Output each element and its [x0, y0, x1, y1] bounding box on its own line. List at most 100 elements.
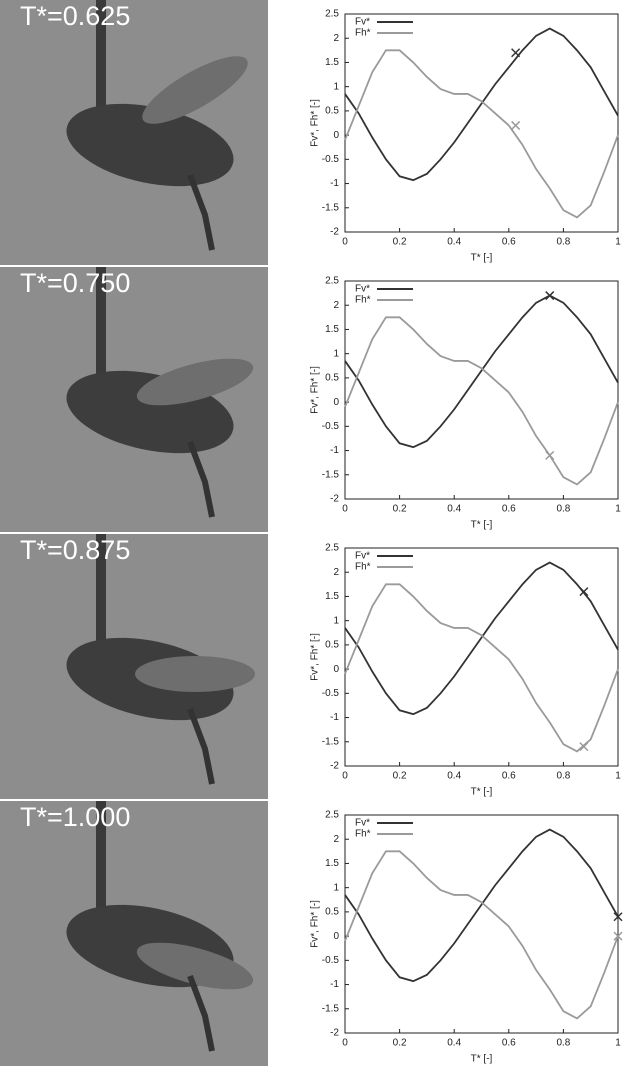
- x-tick-label: 0: [342, 237, 348, 248]
- beetle-wing: [142, 56, 248, 124]
- y-tick-label: 0.5: [325, 373, 339, 384]
- photo-label: T*=1.000: [20, 802, 130, 832]
- beetle-wing: [136, 942, 254, 990]
- y-tick-label: 0.5: [325, 640, 339, 651]
- plot-frame: [344, 547, 619, 767]
- y-tick-label: -1: [330, 712, 339, 723]
- photo-label: T*=0.750: [20, 268, 130, 298]
- time-marker: [579, 587, 589, 597]
- y-tick-label: 2: [333, 33, 339, 44]
- y-tick-label: 0: [333, 397, 339, 408]
- x-tick-label: 1: [615, 771, 621, 782]
- y-tick-label: -2: [330, 494, 339, 505]
- x-axis-label: T* [-]: [471, 1054, 493, 1065]
- y-axis-label: Fv*, Fh* [-]: [310, 900, 321, 948]
- legend-label: Fh*: [355, 295, 371, 306]
- time-marker: [613, 931, 623, 941]
- series-line: [344, 828, 619, 983]
- legend-label: Fv*: [355, 551, 370, 562]
- x-tick-label: 0.4: [447, 771, 461, 782]
- series-line: [344, 850, 619, 1020]
- photo: T*=1.000: [0, 801, 268, 1066]
- y-tick-label: -2: [330, 227, 339, 238]
- plot-frame: [344, 13, 619, 233]
- photo: T*=0.625: [0, 0, 268, 265]
- y-tick-label: 1.5: [325, 57, 339, 68]
- series-line: [344, 49, 619, 219]
- x-tick-label: 0.6: [502, 237, 516, 248]
- y-tick-label: 2: [333, 300, 339, 311]
- series-line: [344, 561, 619, 716]
- series-line: [344, 27, 619, 182]
- y-tick-label: 1.5: [325, 591, 339, 602]
- time-marker: [511, 120, 521, 130]
- y-tick-label: -1: [330, 979, 339, 990]
- beetle-leg: [187, 707, 215, 785]
- y-tick-label: -0.5: [322, 688, 340, 699]
- y-axis-label: Fv*, Fh* [-]: [310, 633, 321, 681]
- y-tick-label: 1: [333, 882, 339, 893]
- y-tick-label: 2.5: [325, 810, 339, 821]
- photo: T*=0.750: [0, 267, 268, 532]
- legend-label: Fv*: [355, 17, 370, 28]
- legend-label: Fh*: [355, 28, 371, 39]
- plot-frame: [344, 814, 619, 1034]
- y-tick-label: -1.5: [322, 736, 340, 747]
- y-tick-label: -1.5: [322, 202, 340, 213]
- beetle-leg: [187, 440, 215, 518]
- y-tick-label: 2.5: [325, 543, 339, 554]
- x-tick-label: 1: [615, 237, 621, 248]
- y-tick-label: 2.5: [325, 276, 339, 287]
- x-tick-label: 0.4: [447, 1038, 461, 1049]
- stick: [96, 0, 106, 150]
- y-tick-label: -0.5: [322, 421, 340, 432]
- y-tick-label: 1: [333, 615, 339, 626]
- y-tick-label: -1.5: [322, 469, 340, 480]
- y-tick-label: -0.5: [322, 154, 340, 165]
- beetle-wing: [135, 656, 255, 692]
- x-tick-label: 0.8: [556, 504, 570, 515]
- time-marker: [545, 450, 555, 460]
- y-tick-label: 1: [333, 81, 339, 92]
- photo-label: T*=0.625: [20, 1, 130, 31]
- time-marker: [511, 48, 521, 58]
- x-tick-label: 0.4: [447, 237, 461, 248]
- y-tick-label: -1: [330, 445, 339, 456]
- series-line: [344, 316, 619, 486]
- stick: [96, 267, 106, 417]
- y-tick-label: 0: [333, 931, 339, 942]
- x-tick-label: 0.2: [393, 771, 407, 782]
- x-tick-label: 0: [342, 1038, 348, 1049]
- beetle-leg: [187, 974, 215, 1052]
- y-tick-label: 2: [333, 834, 339, 845]
- x-tick-label: 0: [342, 504, 348, 515]
- y-tick-label: 2.5: [325, 9, 339, 20]
- legend-label: Fh*: [355, 829, 371, 840]
- x-tick-label: 0.8: [556, 1038, 570, 1049]
- legend-label: Fh*: [355, 562, 371, 573]
- x-tick-label: 0.8: [556, 771, 570, 782]
- time-marker: [613, 912, 623, 922]
- y-axis-label: Fv*, Fh* [-]: [310, 99, 321, 147]
- x-tick-label: 0.6: [502, 771, 516, 782]
- x-tick-label: 1: [615, 1038, 621, 1049]
- plot-frame: [344, 280, 619, 500]
- legend-label: Fv*: [355, 818, 370, 829]
- x-tick-label: 0.6: [502, 504, 516, 515]
- photo-label: T*=0.875: [20, 535, 130, 565]
- y-tick-label: -2: [330, 761, 339, 772]
- stick: [96, 534, 106, 684]
- x-axis-label: T* [-]: [471, 253, 493, 264]
- y-tick-label: -0.5: [322, 955, 340, 966]
- x-tick-label: 0.8: [556, 237, 570, 248]
- x-tick-label: 0.4: [447, 504, 461, 515]
- photo: T*=0.875: [0, 534, 268, 799]
- y-tick-label: 0: [333, 664, 339, 675]
- x-axis-label: T* [-]: [471, 520, 493, 531]
- y-tick-label: 1.5: [325, 324, 339, 335]
- y-tick-label: 2: [333, 567, 339, 578]
- y-tick-label: -1: [330, 178, 339, 189]
- x-tick-label: 0.2: [393, 1038, 407, 1049]
